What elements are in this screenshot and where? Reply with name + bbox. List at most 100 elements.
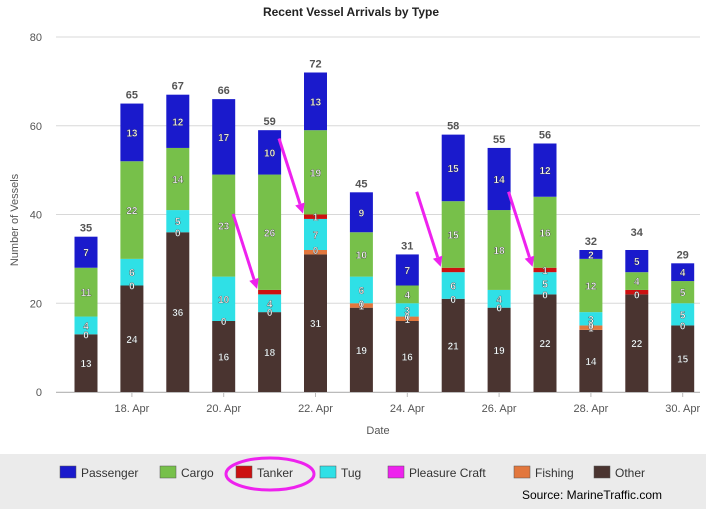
segment-label-fishing: 1 (588, 324, 594, 335)
bar-segment-passenger (120, 103, 144, 162)
segment-label-tug: 3 (588, 315, 594, 326)
bar-segment-tug (166, 210, 190, 233)
source-note: Source: MarineTraffic.com (522, 488, 662, 502)
segment-label-cargo: 26 (264, 228, 276, 239)
segment-label-tug: 3 (405, 306, 411, 317)
legend-label-other: Other (615, 466, 645, 480)
bar-segment-tanker (304, 214, 327, 219)
annotation-arrows (231, 138, 535, 289)
segment-label-passenger: 12 (539, 166, 551, 177)
bar-segment-passenger (166, 94, 190, 148)
segment-label-other: 13 (80, 359, 92, 370)
segment-label-pleasure-craft: 0 (313, 246, 319, 257)
bar-segment-passenger (258, 130, 282, 175)
bar-segment-cargo (258, 174, 282, 290)
bar-segment-tanker (625, 289, 649, 295)
arrow-shaft (277, 138, 302, 205)
segment-label-cargo: 4 (634, 277, 640, 288)
bar-total-label: 35 (80, 223, 92, 235)
bar-segment-cargo (74, 267, 98, 317)
bar-segment-passenger (212, 99, 236, 175)
bar-total-label: 66 (218, 85, 230, 97)
bar-segment-passenger (441, 134, 465, 202)
bar-segment-cargo (166, 147, 190, 211)
legend-label-pleasure-craft: Pleasure Craft (409, 466, 486, 480)
bar-segment-other (671, 325, 695, 392)
bar-segment-tanker (258, 289, 282, 295)
legend-swatch-pleasure-craft (387, 465, 405, 479)
bar-segment-cargo (625, 272, 649, 290)
segment-label-other: 18 (264, 348, 276, 359)
bar-segment-tug (349, 276, 373, 304)
bar-segment-other (625, 294, 649, 392)
bar-segment-tug (533, 272, 557, 295)
legend-label-tanker: Tanker (257, 466, 293, 480)
segment-label-pleasure-craft: 0 (405, 313, 411, 324)
segment-label-passenger: 14 (494, 175, 506, 186)
bar-segment-tug (74, 316, 98, 335)
segment-label-passenger: 13 (126, 128, 138, 139)
y-tick-label: 20 (30, 298, 42, 310)
segment-label-tanker: 1 (542, 266, 548, 277)
bar-segment-other (533, 294, 557, 392)
segment-label-pleasure-craft: 0 (221, 317, 227, 328)
bar-segment-other (487, 307, 511, 392)
bar-segment-other (166, 232, 190, 392)
bar-segment-other (395, 321, 419, 392)
segment-label-tug: 6 (129, 268, 135, 279)
y-axis-ticks: 0 20 40 60 80 (30, 32, 42, 399)
arrow-shaft (231, 213, 256, 280)
segment-label-tug: 5 (542, 279, 548, 290)
bar-segment-fishing (304, 250, 327, 255)
bar-segment-passenger (349, 192, 373, 233)
bar-segment-passenger (395, 254, 419, 286)
bar-segment-cargo (441, 201, 465, 268)
bar-segment-other (349, 307, 373, 392)
bar-total-label: 59 (263, 116, 275, 128)
x-axis-title: Date (366, 425, 389, 437)
bar-segment-tug (120, 258, 144, 286)
y-tick-label: 40 (30, 210, 42, 222)
bar-segment-tug (441, 272, 465, 299)
segment-label-pleasure-craft: 0 (588, 321, 594, 332)
bar-segment-fishing (395, 316, 419, 321)
legend-background (0, 454, 706, 509)
arrow-head (295, 202, 305, 214)
bar-segment-passenger (533, 143, 557, 197)
bar-total-label: 65 (126, 90, 138, 102)
arrow-shaft (507, 191, 531, 258)
bar-segment-cargo (487, 210, 511, 290)
arrow-head (432, 255, 443, 267)
segment-label-other: 19 (356, 346, 368, 357)
bar-segment-cargo (579, 258, 603, 313)
arrow-head (524, 255, 535, 267)
x-tick-label: 20. Apr (206, 403, 241, 415)
bar-segment-cargo (395, 285, 419, 304)
legend-label-tug: Tug (341, 466, 361, 480)
y-tick-label: 0 (36, 387, 42, 399)
bar-segment-cargo (120, 161, 144, 259)
segment-label-tug: 0 (634, 290, 640, 301)
bar-segment-passenger (625, 250, 649, 273)
segment-label-cargo: 4 (405, 290, 411, 301)
segment-label-other: 21 (448, 341, 460, 352)
bar-segment-tanker (441, 267, 465, 273)
bar-segment-cargo (304, 130, 327, 215)
segment-label-other: 14 (585, 357, 597, 368)
segment-label-pleasure-craft: 0 (175, 228, 181, 239)
segment-label-tug: 10 (218, 295, 230, 306)
bar-segment-passenger (671, 263, 695, 282)
bar-segment-tug (579, 312, 603, 326)
tanker-highlight-circle (224, 456, 316, 492)
legend-swatch-passenger (59, 465, 77, 479)
bar-segment-cargo (533, 196, 557, 268)
segment-label-tug: 5 (175, 217, 181, 228)
segment-label-cargo: 22 (126, 206, 138, 217)
segment-label-tug: 7 (313, 230, 319, 241)
segment-label-other: 31 (310, 319, 322, 330)
segment-label-other: 16 (402, 353, 414, 364)
y-tick-label: 80 (30, 32, 42, 44)
segment-label-pleasure-craft: 0 (680, 321, 686, 332)
bar-total-label: 31 (401, 240, 413, 252)
bar-segment-other (579, 329, 603, 392)
